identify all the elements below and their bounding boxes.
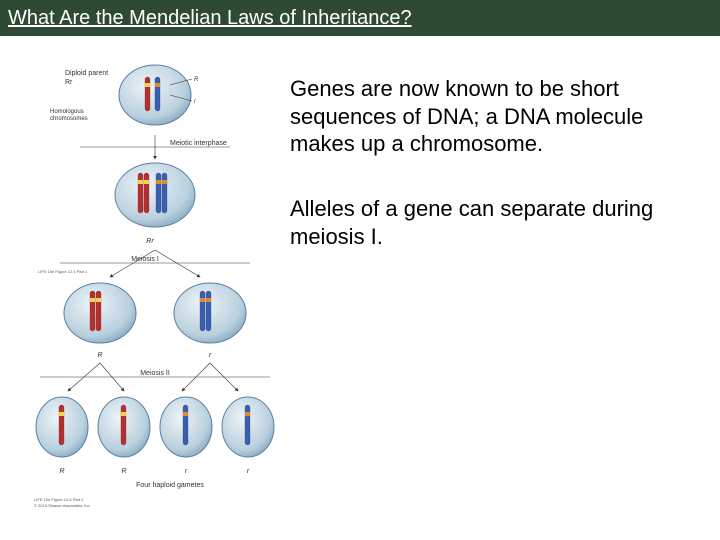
- slide-title: What Are the Mendelian Laws of Inheritan…: [8, 7, 412, 30]
- label-interphase: Meiotic interphase: [170, 140, 227, 147]
- svg-text:R: R: [121, 468, 126, 475]
- diagram-row-meiosis1: R r: [64, 283, 246, 359]
- svg-text:r: r: [247, 468, 250, 475]
- label-diploid: Diploid parent: [65, 70, 108, 77]
- svg-text:r: r: [185, 468, 188, 475]
- svg-text:Rr: Rr: [146, 238, 154, 245]
- diagram-row-interphase: Rr: [115, 163, 195, 245]
- meiosis-diagram: Diploid parent Rr Homologous chromosomes…: [20, 55, 275, 525]
- svg-text:r: r: [194, 99, 197, 105]
- label-homologous: Homologous: [50, 109, 84, 115]
- label-chromosomes: chromosomes: [50, 116, 88, 122]
- slide: What Are the Mendelian Laws of Inheritan…: [0, 0, 720, 540]
- svg-text:R: R: [59, 468, 64, 475]
- body-paragraph-2: Alleles of a gene can separate during me…: [290, 195, 690, 250]
- svg-text:r: r: [209, 352, 212, 359]
- title-bar: What Are the Mendelian Laws of Inheritan…: [0, 0, 720, 36]
- body-paragraph-1: Genes are now known to be short sequence…: [290, 75, 690, 158]
- label-meiosis2: Meiosis II: [140, 370, 170, 377]
- content-area: Genes are now known to be short sequence…: [0, 55, 720, 535]
- svg-text:LIFE 10e Figure 12.4 Part 2: LIFE 10e Figure 12.4 Part 2: [34, 497, 84, 502]
- svg-text:R: R: [194, 77, 199, 83]
- svg-text:R: R: [97, 352, 102, 359]
- svg-text:LIFE 10e Figure 12.4 Part 1: LIFE 10e Figure 12.4 Part 1: [38, 269, 88, 274]
- label-gametes: Four haploid gametes: [136, 482, 204, 489]
- label-rr: Rr: [65, 79, 73, 86]
- label-meiosis1: Meiosis I: [131, 256, 159, 263]
- diagram-row-gametes: R R r r Four haploid gametes: [36, 397, 274, 489]
- diagram-row-parent: Diploid parent Rr Homologous chromosomes…: [50, 65, 199, 125]
- svg-text:© 2013 Sinauer Associates, Inc: © 2013 Sinauer Associates, Inc.: [34, 503, 91, 508]
